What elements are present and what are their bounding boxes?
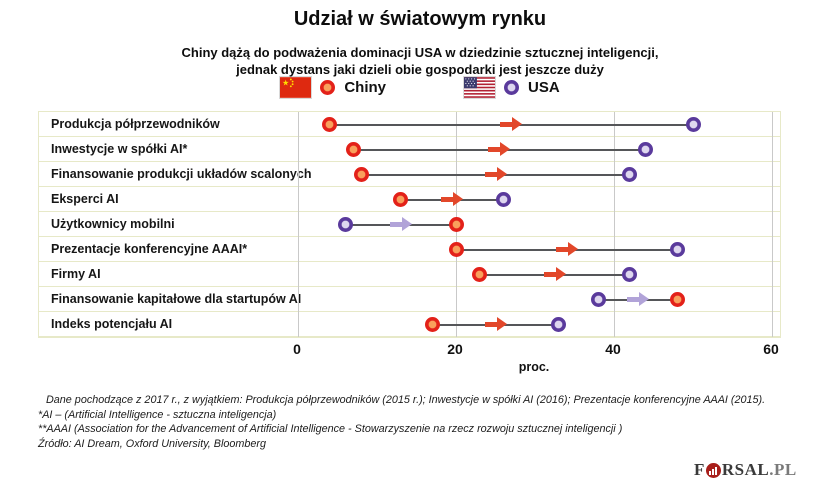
legend-usa: USA — [464, 77, 560, 98]
logo-text-middle: RSAL — [721, 460, 770, 479]
axis-tick-label: 0 — [293, 341, 301, 357]
china-dot — [345, 142, 361, 157]
china-dot — [393, 192, 409, 207]
row-label: Finansowanie produkcji układów scalonych — [51, 167, 312, 181]
axis-unit-label: proc. — [518, 360, 550, 374]
arrow-head — [567, 242, 578, 256]
chart-row: Prezentacje konferencyjne AAAI* — [39, 237, 780, 262]
arrow-head — [496, 167, 507, 181]
china-dot — [353, 167, 369, 182]
usa-catchup-arrow-icon — [626, 292, 649, 306]
china-catchup-arrow-icon — [500, 117, 523, 131]
arrow-head — [500, 142, 511, 156]
arrow-shaft — [543, 271, 556, 277]
footnote-line: **AAAI (Association for the Advancement … — [38, 423, 623, 435]
chart-row: Produkcja półprzewodników — [39, 112, 780, 137]
chart-row: Użytkownicy mobilni — [39, 212, 780, 237]
usa-dot — [622, 267, 638, 282]
china-dot — [322, 117, 338, 132]
chart: Produkcja półprzewodników Inwestycje w sp… — [38, 111, 781, 338]
usa-dot — [590, 292, 606, 307]
arrow-head — [496, 317, 507, 331]
legend-china: Chiny — [280, 77, 386, 98]
china-flag-icon — [280, 77, 312, 98]
usa-dot — [622, 167, 638, 182]
arrow-shaft — [488, 146, 501, 152]
china-catchup-arrow-icon — [555, 242, 578, 256]
legend-china-label: Chiny — [344, 79, 386, 96]
row-label: Inwestycje w spółki AI* — [51, 142, 188, 156]
arrow-head — [401, 217, 412, 231]
usa-dot — [669, 242, 685, 257]
usa-dot — [337, 217, 353, 232]
china-marker-icon — [320, 80, 336, 95]
chart-row: Indeks potencjału AI — [39, 312, 780, 337]
china-dot — [448, 242, 464, 257]
gridline — [613, 112, 615, 337]
chart-row: Firmy AI — [39, 262, 780, 287]
arrow-head — [555, 267, 566, 281]
chart-row: Finansowanie produkcji układów scalonych — [39, 162, 780, 187]
arrow-head — [453, 192, 464, 206]
usa-dot — [638, 142, 654, 157]
usa-dot — [551, 317, 567, 332]
plot-area — [297, 112, 773, 337]
axis-tick-label: 60 — [763, 341, 779, 357]
logo-text-prefix: F — [694, 460, 705, 479]
chart-subtitle: Chiny dążą do podważenia dominacji USA w… — [0, 44, 840, 78]
china-catchup-arrow-icon — [484, 167, 507, 181]
logo-chart-icon — [705, 462, 721, 478]
china-dot — [448, 217, 464, 232]
gridline — [297, 112, 299, 337]
arrow-head — [638, 292, 649, 306]
chart-row: Finansowanie kapitałowe dla startupów AI — [39, 287, 780, 312]
footnote-line: Źródło: AI Dream, Oxford University, Blo… — [38, 437, 267, 450]
usa-dot — [495, 192, 511, 207]
axis-tick-label: 40 — [605, 341, 621, 357]
forsal-logo: F RSAL .PL — [694, 460, 797, 480]
row-label: Firmy AI — [51, 267, 101, 281]
chart-row: Inwestycje w spółki AI* — [39, 137, 780, 162]
logo-text-tld: .PL — [769, 460, 797, 479]
china-catchup-arrow-icon — [484, 317, 507, 331]
legend-usa-label: USA — [528, 79, 560, 96]
subtitle-line-2: jednak dystans jaki dzieli obie gospodar… — [236, 62, 604, 77]
row-label: Eksperci AI — [51, 192, 119, 206]
row-label: Prezentacje konferencyjne AAAI* — [51, 242, 248, 256]
china-dot — [424, 317, 440, 332]
usa-catchup-arrow-icon — [389, 217, 412, 231]
row-label: Produkcja półprzewodników — [51, 117, 220, 131]
row-label: Użytkownicy mobilni — [51, 217, 175, 231]
china-catchup-arrow-icon — [441, 192, 464, 206]
arrow-shaft — [484, 171, 497, 177]
subtitle-line-1: Chiny dążą do podważenia dominacji USA w… — [181, 45, 659, 60]
usa-flag-icon — [464, 77, 495, 98]
arrow-shaft — [389, 221, 402, 227]
arrow-shaft — [441, 196, 454, 202]
arrow-shaft — [500, 121, 513, 127]
arrow-shaft — [626, 296, 639, 302]
chart-row: Eksperci AI — [39, 187, 780, 212]
usa-marker-icon — [504, 80, 519, 95]
row-label: Finansowanie kapitałowe dla startupów AI — [51, 292, 302, 306]
china-dot — [472, 267, 488, 282]
page-title: Udział w światowym rynku — [293, 8, 547, 30]
chart-legend: Chiny USA — [0, 77, 840, 98]
china-catchup-arrow-icon — [543, 267, 566, 281]
china-dot — [669, 292, 685, 307]
gridline — [771, 112, 773, 337]
arrow-head — [512, 117, 523, 131]
axis-tick-label: 20 — [447, 341, 463, 357]
footnotes: Dane pochodzące z 2017 r., z wyjątkiem: … — [38, 393, 808, 451]
usa-dot — [685, 117, 701, 132]
china-catchup-arrow-icon — [488, 142, 511, 156]
row-label: Indeks potencjału AI — [51, 317, 173, 331]
arrow-shaft — [555, 246, 568, 252]
footnote-line: *AI – (Artificial Intelligence - sztuczn… — [38, 408, 277, 421]
arrow-shaft — [484, 321, 497, 327]
footnote-line: Dane pochodzące z 2017 r., z wyjątkiem: … — [46, 394, 766, 406]
